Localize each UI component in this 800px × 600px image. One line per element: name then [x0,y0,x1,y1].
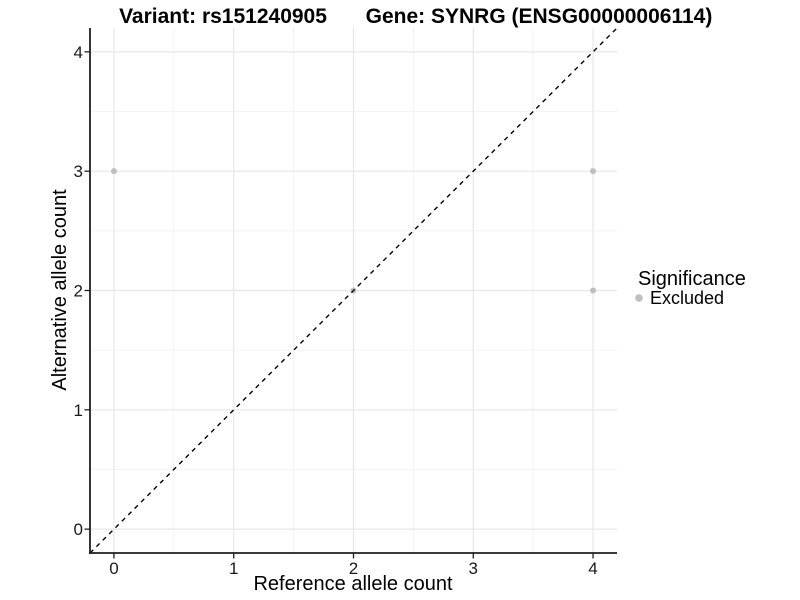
y-tick-label: 3 [74,162,83,181]
x-tick-label: 0 [109,559,118,578]
plot-title-gene: Gene: SYNRG (ENSG00000006114) [366,5,713,28]
tick-labels-layer: 0 1 2 3 4 0 1 2 3 4 [74,43,598,578]
x-tick-label: 1 [229,559,238,578]
data-point [590,168,597,175]
x-tick-label: 2 [349,559,358,578]
reference-line-layer [89,27,618,554]
plot-title-variant: Variant: rs151240905 [119,5,327,28]
y-tick-label: 1 [74,401,83,420]
data-point [590,287,597,294]
x-tick-label: 3 [469,559,478,578]
identity-reference-line [89,27,618,554]
legend-marker-excluded-icon [635,294,643,302]
legend-title: Significance [638,268,746,290]
legend-item-label: Excluded [650,288,724,308]
data-point [110,168,117,175]
y-tick-label: 4 [74,43,83,62]
data-points [110,168,597,294]
y-tick-label: 0 [74,520,83,539]
y-axis-title: Alternative allele count [49,189,71,391]
x-axis-title: Reference allele count [253,573,452,595]
axes-layer [84,28,617,559]
legend: Significance Excluded [635,268,746,308]
y-tick-label: 2 [74,282,83,301]
x-tick-label: 4 [588,559,597,578]
